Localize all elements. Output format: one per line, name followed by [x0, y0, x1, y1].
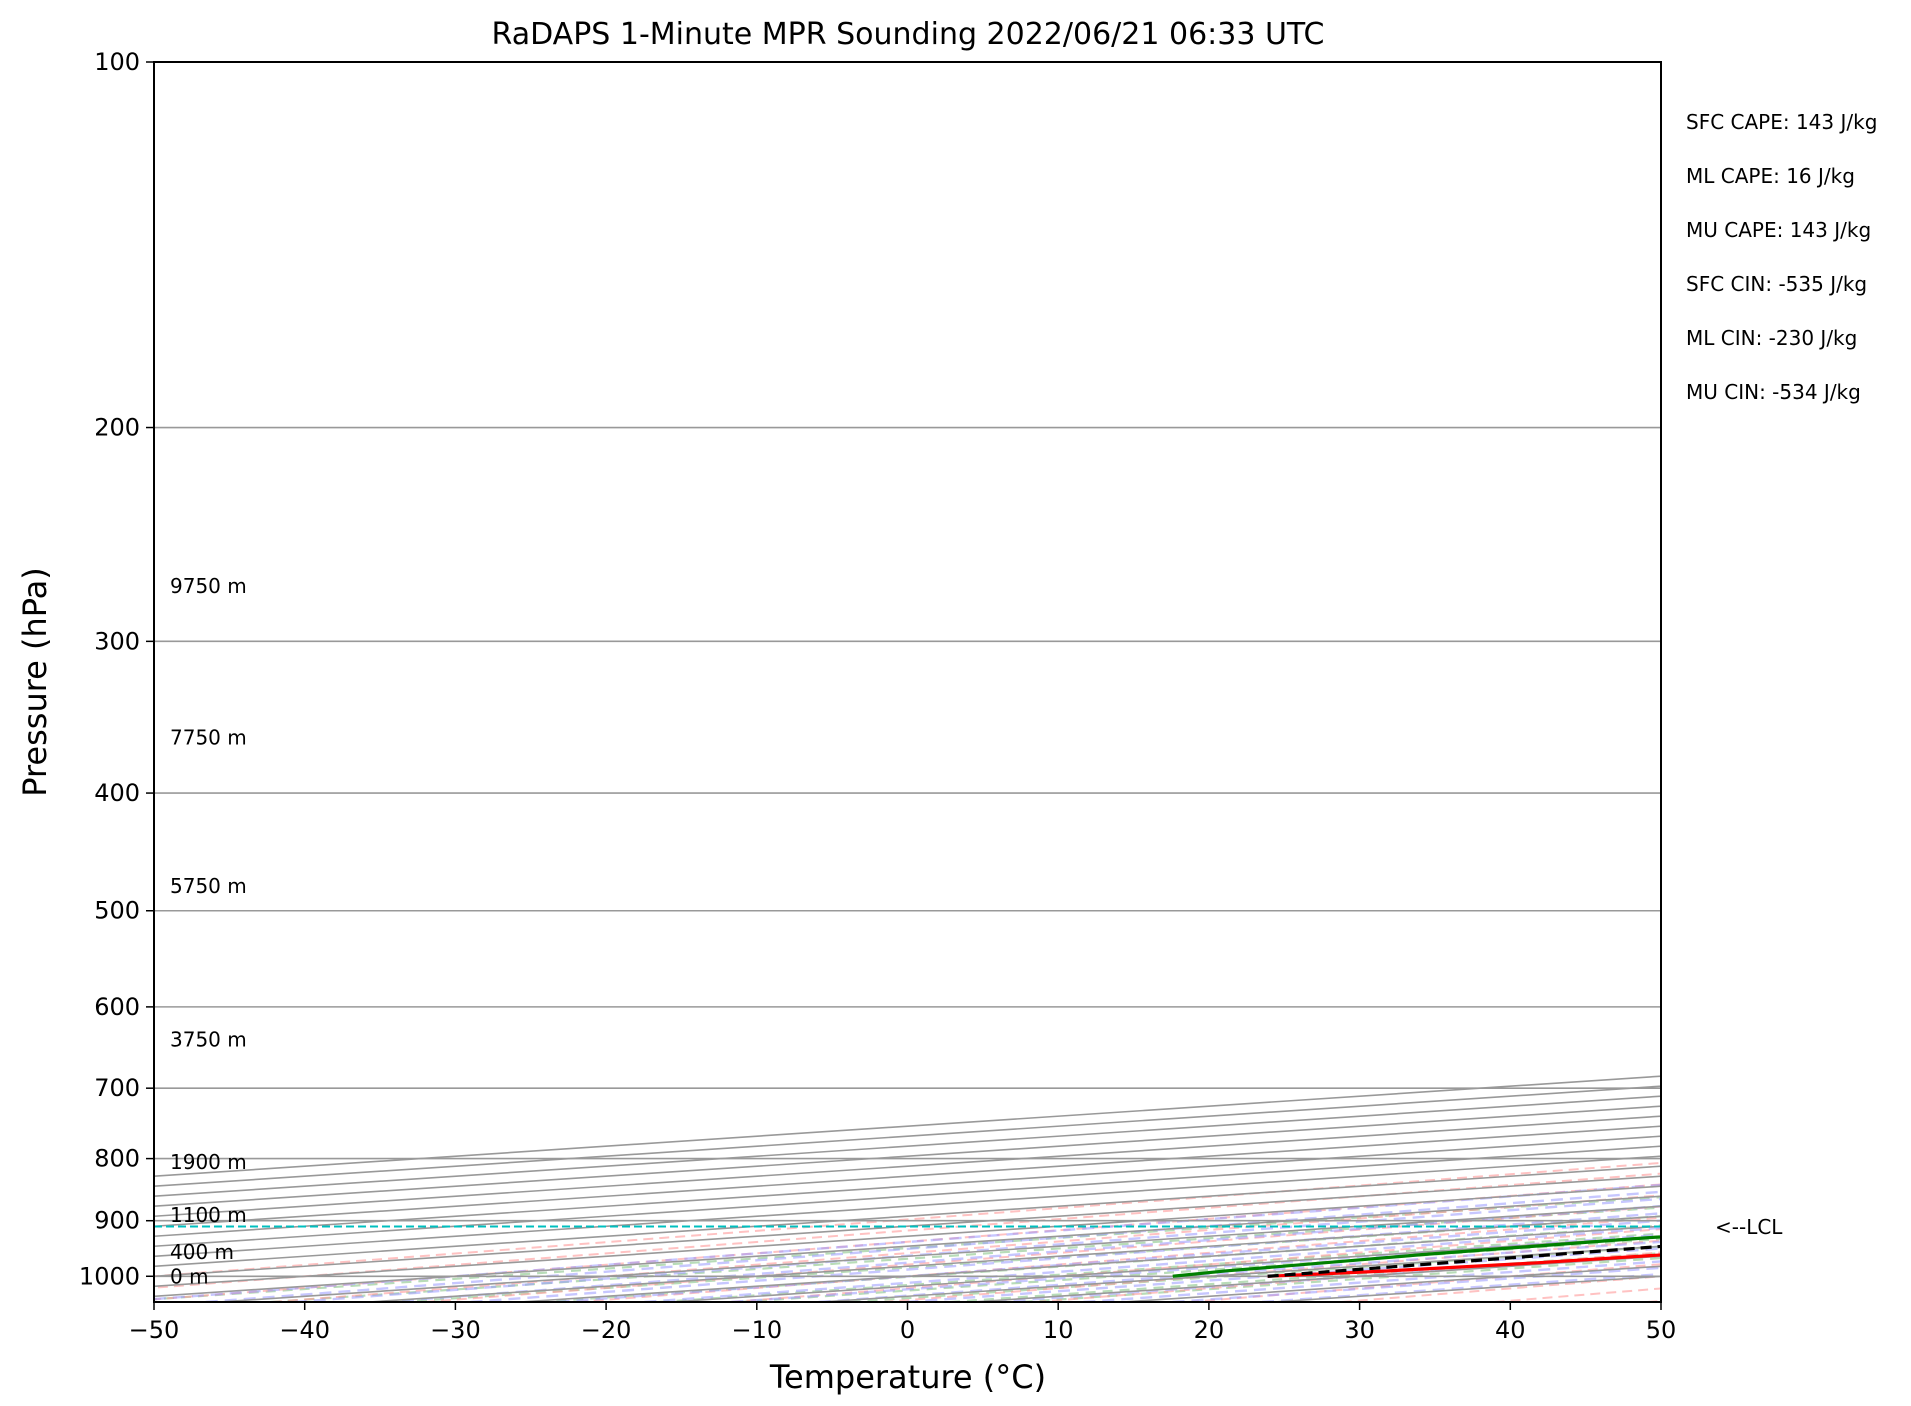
dry-adiabat-line — [154, 1172, 1661, 1289]
moist-adiabats — [154, 1183, 1661, 1302]
chart-title: RaDAPS 1-Minute MPR Sounding 2022/06/21 … — [492, 17, 1325, 52]
x-tick-label: 20 — [1194, 1316, 1225, 1344]
isotherm-gridlines — [154, 1075, 1661, 1302]
x-tick-label: −10 — [731, 1316, 782, 1344]
mixing-ratio-line — [1022, 1257, 1661, 1302]
annotation-text: MU CIN: -534 J/kg — [1686, 380, 1861, 404]
dry-adiabat-line — [577, 1216, 1661, 1302]
dry-adiabat-line — [1647, 1299, 1661, 1302]
isotherm-line — [154, 1145, 1661, 1248]
isobar-gridlines — [154, 62, 1661, 1278]
plot-area — [154, 62, 1911, 1302]
x-tick-label: 0 — [900, 1316, 915, 1344]
dry-adiabat-line — [154, 1183, 1661, 1301]
dry-adiabat-line — [154, 1161, 1661, 1278]
dry-adiabat-line — [883, 1239, 1661, 1302]
x-tick-label: 40 — [1495, 1316, 1526, 1344]
x-axis-ticks: −50 −40 −30 −20 −10 0 10 20 30 40 50 — [129, 1302, 1677, 1344]
moist-adiabat-line — [994, 1253, 1661, 1302]
annotation-text: SFC CIN: -535 J/kg — [1686, 272, 1867, 296]
y-tick-label: 900 — [94, 1207, 140, 1235]
isotherm-line — [154, 1175, 1661, 1278]
dry-adiabats — [154, 62, 1911, 1302]
dry-adiabat-line — [424, 1205, 1661, 1302]
y-tick-label: 100 — [94, 48, 140, 76]
moist-adiabat-line — [154, 1183, 1661, 1301]
moist-adiabat-line — [557, 1219, 1661, 1302]
height-label: 1100 m — [170, 1203, 247, 1227]
dry-adiabat-line — [1341, 1275, 1661, 1302]
x-tick-label: 30 — [1344, 1316, 1375, 1344]
dry-adiabat-line — [1036, 1251, 1661, 1302]
height-label: 400 m — [170, 1240, 234, 1264]
isotherm-line — [154, 1125, 1661, 1228]
height-label: 9750 m — [170, 574, 247, 598]
annotation-text: MU CAPE: 143 J/kg — [1686, 218, 1871, 242]
isotherm-line — [154, 1075, 1661, 1178]
x-tick-label: −50 — [129, 1316, 180, 1344]
height-label: 5750 m — [170, 874, 247, 898]
x-tick-label: −30 — [430, 1316, 481, 1344]
isotherm-line — [369, 1215, 1661, 1302]
isotherm-line — [154, 1165, 1661, 1268]
isotherm-line — [154, 1155, 1661, 1258]
dry-adiabat-line — [1494, 1287, 1661, 1302]
isotherm-line — [154, 1135, 1661, 1238]
annotation-text: ML CAPE: 16 J/kg — [1686, 164, 1855, 188]
moist-adiabat-line — [1172, 1266, 1661, 1302]
annotation-text: SFC CAPE: 143 J/kg — [1686, 110, 1877, 134]
lcl-label: <--LCL — [1715, 1215, 1783, 1239]
annotation-text: ML CIN: -230 J/kg — [1686, 326, 1857, 350]
y-axis-label: Pressure (hPa) — [16, 567, 54, 797]
moist-adiabat-line — [294, 1197, 1661, 1302]
moist-adiabat-line — [644, 1226, 1661, 1302]
moist-adiabat-line — [205, 1190, 1661, 1302]
temperature-trace — [1267, 1253, 1661, 1278]
cape-cin-annotations: SFC CAPE: 143 J/kg ML CAPE: 16 J/kg MU CAP… — [1686, 110, 1877, 404]
height-label: 0 m — [170, 1264, 209, 1288]
moist-adiabat-line — [382, 1204, 1661, 1302]
moist-adiabat-line — [731, 1233, 1661, 1302]
isotherm-line — [154, 1105, 1661, 1208]
isotherm-line — [971, 1255, 1661, 1302]
dry-adiabat-line — [272, 1194, 1661, 1302]
x-tick-label: −20 — [581, 1316, 632, 1344]
y-tick-label: 200 — [94, 414, 140, 442]
plot-frame — [153, 61, 1662, 1303]
x-tick-label: 10 — [1043, 1316, 1074, 1344]
dry-adiabat-line — [730, 1228, 1661, 1302]
x-tick-label: −40 — [279, 1316, 330, 1344]
y-tick-label: 400 — [94, 779, 140, 807]
y-tick-label: 700 — [94, 1074, 140, 1102]
parcel-trace — [1267, 1244, 1661, 1278]
y-tick-label: 600 — [94, 993, 140, 1021]
isotherm-line — [154, 1095, 1661, 1198]
y-tick-label: 300 — [94, 627, 140, 655]
isotherm-line — [154, 1085, 1661, 1188]
dry-adiabat-line — [1188, 1263, 1661, 1302]
isotherm-line — [670, 1235, 1661, 1302]
height-label: 3750 m — [170, 1027, 247, 1051]
dry-adiabat-line — [1800, 62, 1911, 1302]
height-label: 1900 m — [170, 1150, 247, 1174]
y-axis-ticks: 100 200 300 400 500 600 700 800 900 1000 — [79, 48, 154, 1290]
x-axis-label: Temperature (°C) — [769, 1358, 1046, 1396]
y-tick-label: 500 — [94, 897, 140, 925]
isotherm-line — [154, 1115, 1661, 1218]
isotherm-line — [154, 1185, 1661, 1288]
y-tick-label: 800 — [94, 1145, 140, 1173]
moist-adiabat-line — [470, 1212, 1661, 1302]
y-tick-label: 1000 — [79, 1262, 140, 1290]
x-tick-label: 50 — [1646, 1316, 1677, 1344]
isotherm-line — [154, 1195, 1661, 1298]
height-label: 7750 m — [170, 726, 247, 750]
